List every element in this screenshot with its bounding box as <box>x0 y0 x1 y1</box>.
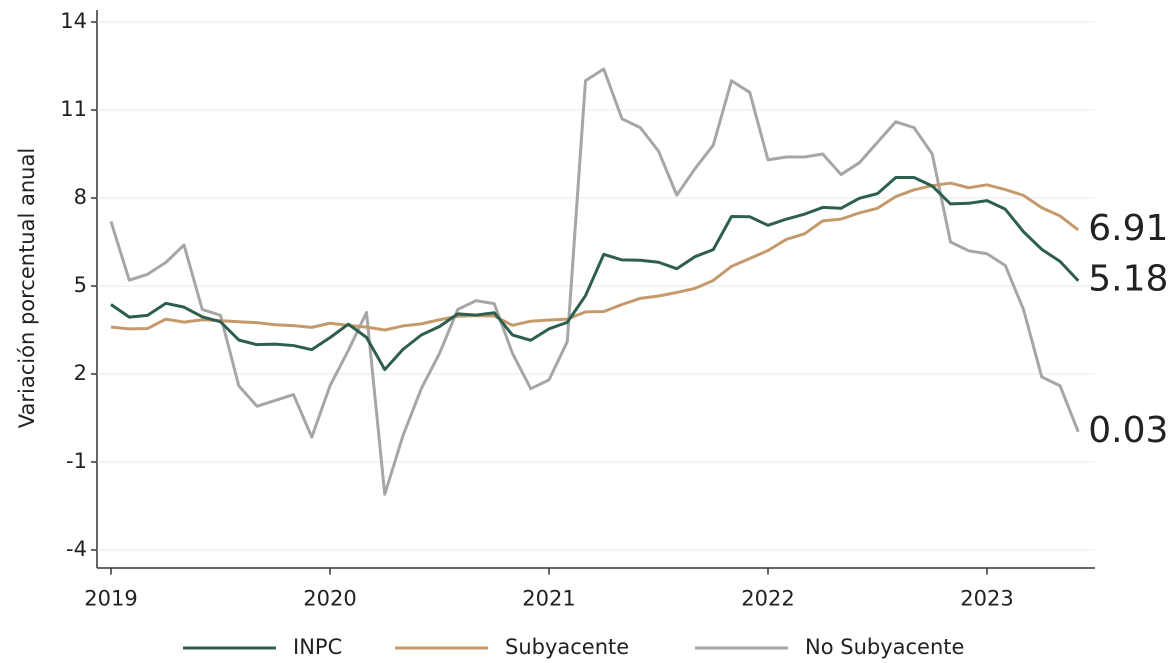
x-tick-label: 2021 <box>522 587 575 611</box>
y-axis-label: Variación porcentual anual <box>15 148 39 428</box>
y-tick-label: -1 <box>66 449 87 473</box>
x-tick-label: 2023 <box>960 587 1013 611</box>
end-value-label: 5.18 <box>1088 259 1168 300</box>
legend-label: No Subyacente <box>805 635 964 659</box>
end-value-label: 0.03 <box>1088 410 1168 451</box>
y-tick-label: 11 <box>60 97 87 121</box>
series-line <box>109 67 1080 496</box>
series-line <box>110 175 1080 372</box>
series-line <box>110 181 1080 332</box>
y-tick-label: -4 <box>66 537 87 561</box>
y-tick-label: 2 <box>74 361 87 385</box>
legend-label: INPC <box>293 635 342 659</box>
x-tick-label: 2020 <box>303 587 356 611</box>
x-tick-label: 2022 <box>741 587 794 611</box>
y-tick-label: 14 <box>60 9 87 33</box>
end-value-label: 6.91 <box>1088 208 1168 249</box>
y-tick-label: 5 <box>74 273 87 297</box>
y-tick-label: 8 <box>74 185 87 209</box>
legend-label: Subyacente <box>505 635 629 659</box>
x-tick-label: 2019 <box>84 587 137 611</box>
